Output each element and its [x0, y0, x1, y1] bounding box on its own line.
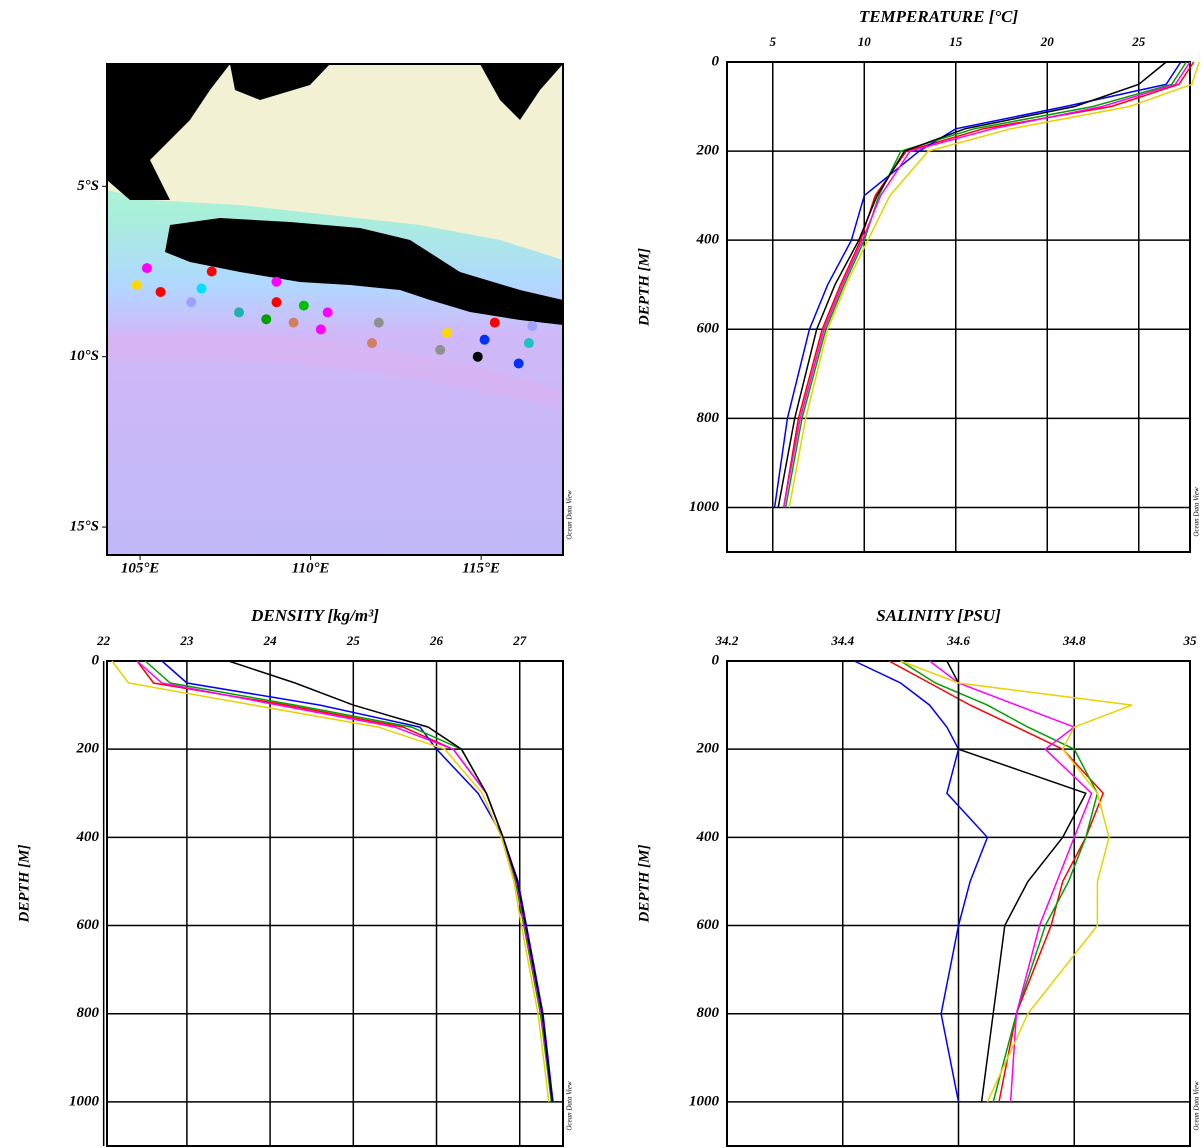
x-tick-label: 24 — [263, 633, 278, 648]
profile-line — [889, 661, 1103, 1102]
station — [142, 263, 152, 273]
profile-line — [162, 661, 553, 1102]
page: Ocean Data View 105°E 110°E 115°E 5°S 10°S 15°… — [0, 0, 1202, 1148]
y-axis-label: DEPTH [M] — [16, 845, 32, 924]
station — [435, 345, 445, 355]
station — [316, 324, 326, 334]
credit: Ocean Data View — [566, 1081, 574, 1131]
x-tick-label: 5 — [770, 34, 777, 49]
y-tick-label: 600 — [697, 917, 720, 933]
y-tick-label: 15°S — [70, 518, 99, 534]
profile-line — [112, 661, 549, 1102]
x-tick-label: 23 — [179, 633, 194, 648]
x-tick-label: 35 — [1183, 633, 1198, 648]
credit: Ocean Data View — [566, 490, 574, 540]
x-tick-label: 25 — [1131, 34, 1146, 49]
y-tick-label: 800 — [697, 410, 720, 426]
station — [289, 318, 299, 328]
station — [261, 314, 271, 324]
station — [186, 297, 196, 307]
y-tick-label: 400 — [696, 829, 720, 845]
station — [527, 321, 537, 331]
x-tick-label: 10 — [858, 34, 872, 49]
credit: Ocean Data View — [1193, 1081, 1201, 1131]
chart-title: TEMPERATURE [°C] — [859, 7, 1019, 26]
y-tick-label: 800 — [77, 1005, 100, 1021]
x-tick-label: 34.4 — [830, 633, 854, 648]
y-tick-label: 10°S — [70, 348, 99, 364]
y-tick-label: 600 — [77, 917, 100, 933]
plot-frame — [107, 661, 563, 1146]
station — [156, 287, 166, 297]
x-tick-label: 115°E — [462, 560, 500, 576]
y-tick-label: 1000 — [69, 1093, 100, 1109]
x-tick-label: 20 — [1040, 34, 1055, 49]
y-tick-label: 600 — [697, 321, 720, 337]
station — [299, 301, 309, 311]
figure: Ocean Data View 105°E 110°E 115°E 5°S 10°S 15°… — [0, 0, 1202, 1148]
x-tick-label: 27 — [512, 633, 527, 648]
x-tick-label: 26 — [429, 633, 444, 648]
station — [323, 307, 333, 317]
station — [480, 335, 490, 345]
y-axis-label: DEPTH [M] — [636, 248, 652, 327]
x-tick-label: 22 — [96, 633, 111, 648]
y-tick-label: 0 — [712, 53, 720, 69]
credit: Ocean Data View — [1193, 487, 1201, 537]
station — [196, 284, 206, 294]
chart-title: DENSITY [kg/m³] — [250, 606, 379, 625]
y-tick-label: 200 — [696, 143, 720, 159]
profile-line — [137, 661, 552, 1102]
y-tick-label: 400 — [76, 829, 100, 845]
station — [132, 280, 142, 290]
y-tick-label: 200 — [696, 741, 720, 757]
map-background — [107, 64, 563, 555]
station — [207, 267, 217, 277]
station — [272, 297, 282, 307]
y-tick-label: 5°S — [77, 178, 99, 194]
y-tick-label: 0 — [92, 652, 100, 668]
y-tick-label: 200 — [76, 741, 100, 757]
station — [524, 338, 534, 348]
x-tick-label: 110°E — [292, 560, 330, 576]
profile-line — [145, 661, 551, 1102]
station — [514, 359, 524, 369]
profile-line — [901, 661, 1098, 1102]
x-tick-label: 105°E — [121, 560, 160, 576]
x-tick-label: 15 — [949, 34, 963, 49]
y-tick-label: 400 — [696, 232, 720, 248]
y-axis-label: DEPTH [M] — [636, 845, 652, 924]
station — [473, 352, 483, 362]
station — [490, 318, 500, 328]
profile-line — [229, 661, 553, 1102]
station — [442, 328, 452, 338]
chart-title: SALINITY [PSU] — [876, 606, 1001, 625]
y-tick-label: 1000 — [689, 1093, 720, 1109]
x-tick-label: 34.8 — [1062, 633, 1086, 648]
x-tick-label: 34.2 — [715, 633, 739, 648]
profile-line — [854, 661, 987, 1102]
x-tick-label: 25 — [346, 633, 361, 648]
station — [367, 338, 377, 348]
y-tick-label: 800 — [697, 1005, 720, 1021]
station — [272, 277, 282, 287]
x-tick-label: 34.6 — [946, 633, 970, 648]
y-tick-label: 0 — [712, 652, 720, 668]
profile-line — [137, 661, 553, 1102]
station — [234, 307, 244, 317]
y-tick-label: 1000 — [689, 499, 720, 515]
station — [374, 318, 384, 328]
